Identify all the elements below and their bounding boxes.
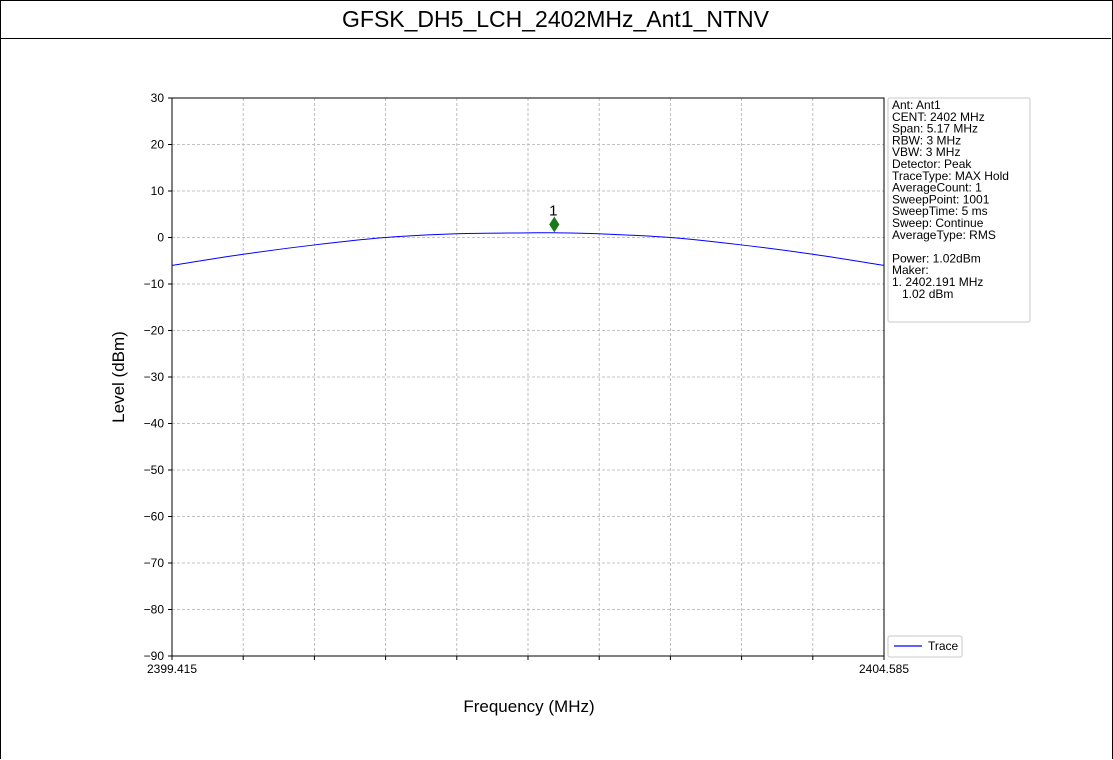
x-tick-label: 2399.415 <box>147 662 197 676</box>
y-tick-label: −30 <box>144 370 165 384</box>
y-tick-label: −80 <box>144 603 165 617</box>
y-tick-label: −60 <box>144 510 165 524</box>
axis-ticks: 30 20 10 0 −10 −20 −30 −40 −50 −60 −70 −80 −902399.4… <box>144 91 910 676</box>
info-line: AverageCount: 1 <box>892 181 982 195</box>
title-bar: GFSK_DH5_LCH_2402MHz_Ant1_NTNV <box>0 0 1111 39</box>
info-line: VBW: 3 MHz <box>892 145 960 159</box>
y-axis-title: Level (dBm) <box>109 331 128 423</box>
marker-diamond <box>549 216 560 233</box>
info-line: Ant: Ant1 <box>892 98 941 112</box>
legend-box <box>887 635 963 658</box>
y-tick-label: 0 <box>157 231 164 245</box>
y-tick-label: −50 <box>144 463 165 477</box>
info-line: TraceType: MAX Hold <box>892 169 1009 183</box>
page-title: GFSK_DH5_LCH_2402MHz_Ant1_NTNV <box>342 6 769 32</box>
info-line: Span: 5.17 MHz <box>892 122 978 136</box>
info-line: 1.02 dBm <box>892 287 953 301</box>
y-tick-label: −20 <box>144 324 165 338</box>
info-line: CENT: 2402 MHz <box>892 110 985 124</box>
y-tick-label: −40 <box>144 417 165 431</box>
y-tick-label: −90 <box>144 649 165 663</box>
legend-label: Trace <box>928 639 959 653</box>
x-tick-label: 2404.585 <box>859 662 909 676</box>
grid-lines <box>172 97 884 657</box>
info-line: Power: 1.02dBm <box>892 251 981 265</box>
info-box-border <box>887 97 1031 323</box>
info-line: Detector: Peak <box>892 157 972 171</box>
y-tick-label: 20 <box>151 138 165 152</box>
y-tick-label: −70 <box>144 556 165 570</box>
y-tick-label: −10 <box>144 277 165 291</box>
y-tick-label: 30 <box>151 91 165 105</box>
info-line: AverageType: RMS <box>892 228 996 242</box>
info-line: Maker: <box>892 263 929 277</box>
x-axis-title: Frequency (MHz) <box>463 697 594 716</box>
marker-label: 1 <box>549 202 557 219</box>
info-line: SweepPoint: 1001 <box>892 192 990 206</box>
info-line: Sweep: Continue <box>892 216 984 230</box>
info-line: SweepTime: 5 ms <box>892 204 988 218</box>
legend: Trace <box>887 635 963 658</box>
y-tick-label: 10 <box>151 184 165 198</box>
series-layer: 1 <box>171 202 885 266</box>
trace-line <box>171 232 885 266</box>
info-line: RBW: 3 MHz <box>892 133 961 147</box>
info-line: 1. 2402.191 MHz <box>892 275 983 289</box>
